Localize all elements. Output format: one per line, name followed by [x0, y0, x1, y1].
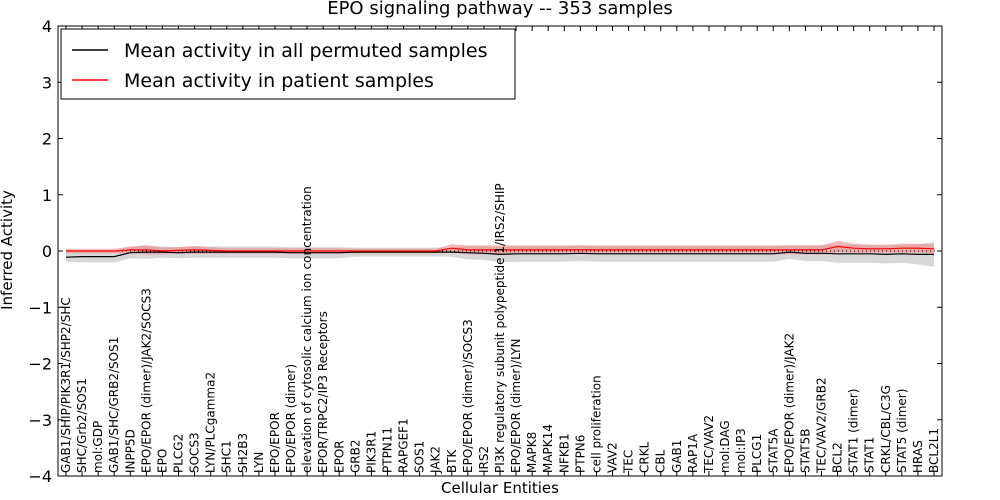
x-tick-label: SH2B3 [236, 433, 250, 473]
x-tick-label: EPO/EPOR [268, 412, 282, 473]
x-tick-label: PLCG1 [750, 434, 764, 473]
x-tick-labels: GAB1/SHIP/PIK3R1/SHP2/SHC SHC/Grb2/SOS1 mo… [59, 183, 941, 474]
x-tick-label: PIK3R1 [364, 431, 378, 473]
x-tick-label: STAT5A [766, 428, 780, 473]
x-tick-label: mol:GDP [91, 421, 105, 473]
chart-title: EPO signaling pathway -- 353 samples [327, 0, 673, 19]
x-tick-label: PTPN6 [573, 435, 587, 473]
y-tick-label: 3 [42, 73, 52, 92]
x-tick-label: STAT1 [863, 437, 877, 473]
y-axis-label: Inferred Activity [0, 190, 16, 310]
x-tick-label: TEC/VAV2/GRB2 [815, 377, 829, 474]
x-tick-label: EPO/EPOR (dimer)/LYN [509, 339, 523, 473]
legend: Mean activity in all permuted samples Mea… [60, 28, 516, 100]
x-tick-label: PTPN11 [381, 427, 395, 473]
x-tick-label: TEC/VAV2 [702, 415, 716, 474]
x-tick-label: GAB1/SHC/GRB2/SOS1 [107, 337, 121, 473]
y-tick-label: −4 [28, 467, 52, 486]
x-tick-label: PLCG2 [172, 434, 186, 473]
x-tick-label: JAK2 [429, 446, 443, 474]
x-tick-label: mol:DAG [718, 420, 732, 473]
x-tick-label: MAPK8 [525, 432, 539, 473]
x-tick-label: EPOR/TRPC2/IP3 Receptors [316, 311, 330, 473]
legend-label: Mean activity in all permuted samples [124, 40, 487, 62]
x-tick-label: SOCS3 [188, 432, 202, 473]
y-tick-label: −3 [28, 411, 52, 430]
x-tick-label: MAPK14 [541, 424, 555, 473]
x-tick-label: CBL [654, 449, 668, 473]
x-tick-label: BTK [445, 448, 459, 473]
x-tick-label: SHC1 [220, 440, 234, 473]
x-tick-label: VAV2 [606, 442, 620, 473]
line-series-0 [65, 251, 934, 258]
axes: −4 −3 −2 −1 0 1 2 3 4 [28, 17, 943, 486]
x-tick-label: SOS1 [413, 441, 427, 473]
x-tick-label: INPP5D [123, 429, 137, 473]
y-tick-label: 2 [42, 130, 52, 149]
x-tick-label: GAB1 [670, 440, 684, 473]
x-tick-label: RAP1A [686, 433, 700, 473]
x-tick-label: EPO [155, 449, 169, 473]
x-tick-label: PI3K regulatory subunit polypeptide 1/IR… [493, 183, 507, 473]
x-tick-label: GRB2 [348, 439, 362, 473]
x-tick-label: TEC [622, 450, 636, 474]
y-tick-label: −1 [28, 298, 52, 317]
x-tick-label: EPO/EPOR (dimer)/JAK2/SOCS3 [139, 288, 153, 473]
x-tick-label: BCL2 [831, 442, 845, 473]
x-tick-label: STAT1 (dimer) [847, 389, 861, 473]
x-tick-label: HRAS [911, 440, 925, 473]
x-axis-label: Cellular Entities [441, 479, 559, 497]
x-tick-label: GAB1/SHIP/PIK3R1/SHP2/SHC [59, 297, 73, 473]
y-tick-label: −2 [28, 355, 52, 374]
x-tick-label: mol:IP3 [734, 428, 748, 473]
x-tick-label: STAT5 (dimer) [895, 389, 909, 473]
x-tick-label: CRKL [638, 441, 652, 473]
x-tick-label: BCL2L1 [927, 428, 941, 473]
x-tick-label: CRKL/CBL/C3G [879, 385, 893, 473]
x-tick-label: EPO/EPOR (dimer)/SOCS3 [461, 319, 475, 473]
x-tick-label: EPO/EPOR (dimer)/JAK2 [782, 333, 796, 473]
y-tick-label: 1 [42, 186, 52, 205]
x-tick-label: NFKB1 [557, 433, 571, 473]
x-tick-label: SHC/Grb2/SOS1 [75, 378, 89, 473]
legend-box [60, 28, 516, 100]
x-tick-label: EPO/EPOR (dimer) [284, 364, 298, 473]
x-tick-label: LYN [252, 452, 266, 473]
x-tick-label: IRS2 [477, 446, 491, 473]
series-lines [58, 245, 942, 258]
x-tick-label: EPOR [332, 440, 346, 473]
x-tick-label: cell proliferation [589, 375, 603, 473]
x-tick-label: RAPGEF1 [397, 418, 411, 473]
x-tick-label: STAT5B [798, 429, 812, 474]
y-tick-label: 0 [42, 242, 52, 261]
y-tick-label: 4 [42, 17, 52, 36]
x-tick-label: elevation of cytosolic calcium ion conce… [300, 186, 314, 473]
legend-label: Mean activity in patient samples [124, 70, 434, 92]
line-series-1 [66, 245, 935, 252]
x-tick-label: LYN/PLCgamma2 [204, 372, 218, 473]
